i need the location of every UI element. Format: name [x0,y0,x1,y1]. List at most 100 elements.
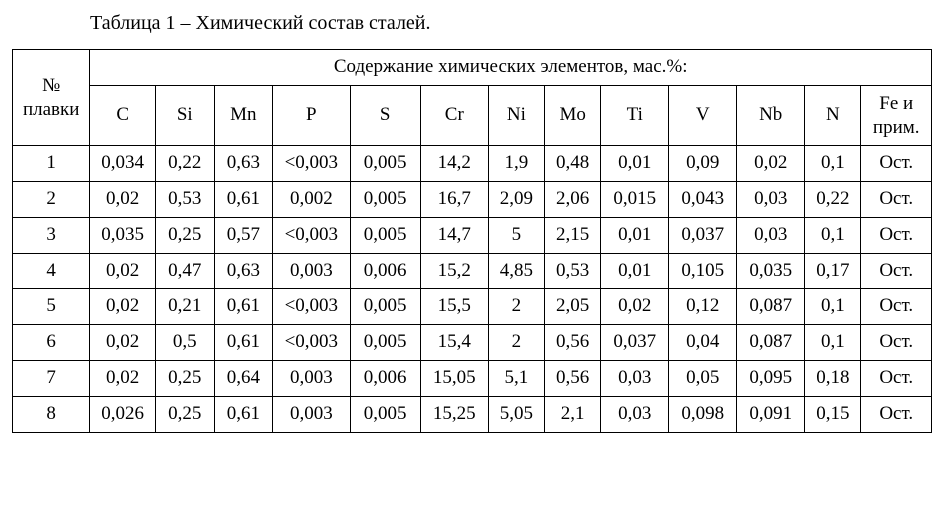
cell-S: 0,005 [350,289,420,325]
cell-S: 0,005 [350,217,420,253]
cell-Ti: 0,037 [601,325,669,361]
cell-Ni: 5 [488,217,544,253]
cell-Nb: 0,03 [737,182,805,218]
spanning-header: Содержание химических элементов, мас.%: [90,50,932,86]
cell-Fe: Ост. [861,146,932,182]
cell-Ti: 0,01 [601,253,669,289]
cell-N: 0,1 [805,289,861,325]
cell-Fe: Ост. [861,361,932,397]
cell-Nb: 0,02 [737,146,805,182]
cell-Ni: 1,9 [488,146,544,182]
cell-P: 0,002 [273,182,350,218]
cell-Ni: 2,09 [488,182,544,218]
cell-V: 0,09 [669,146,737,182]
cell-no: 3 [13,217,90,253]
cell-Fe: Ост. [861,289,932,325]
cell-Mo: 0,56 [545,361,601,397]
cell-S: 0,005 [350,182,420,218]
cell-Mn: 0,61 [214,182,273,218]
cell-Si: 0,22 [155,146,214,182]
cell-Ti: 0,015 [601,182,669,218]
cell-Mo: 0,56 [545,325,601,361]
cell-V: 0,037 [669,217,737,253]
cell-Mn: 0,63 [214,253,273,289]
col-header-C: C [90,85,156,146]
cell-Mo: 0,53 [545,253,601,289]
cell-Nb: 0,035 [737,253,805,289]
cell-V: 0,04 [669,325,737,361]
cell-Cr: 15,2 [420,253,488,289]
cell-Ti: 0,01 [601,217,669,253]
cell-Ni: 4,85 [488,253,544,289]
cell-Cr: 15,4 [420,325,488,361]
cell-S: 0,006 [350,361,420,397]
cell-N: 0,1 [805,217,861,253]
cell-P: <0,003 [273,146,350,182]
cell-Ni: 2 [488,289,544,325]
cell-Nb: 0,03 [737,217,805,253]
cell-C: 0,026 [90,396,156,432]
cell-Ni: 5,05 [488,396,544,432]
table-row: 30,0350,250,57<0,0030,00514,752,150,010,… [13,217,932,253]
cell-Ti: 0,02 [601,289,669,325]
melt-no-line2: плавки [23,99,79,120]
table-body: 10,0340,220,63<0,0030,00514,21,90,480,01… [13,146,932,432]
cell-N: 0,22 [805,182,861,218]
melt-no-line1: № [42,75,60,96]
cell-no: 8 [13,396,90,432]
cell-Nb: 0,087 [737,325,805,361]
cell-P: 0,003 [273,253,350,289]
cell-V: 0,12 [669,289,737,325]
cell-C: 0,02 [90,361,156,397]
cell-N: 0,18 [805,361,861,397]
table-row: 20,020,530,610,0020,00516,72,092,060,015… [13,182,932,218]
cell-Fe: Ост. [861,325,932,361]
cell-S: 0,005 [350,325,420,361]
cell-Cr: 15,05 [420,361,488,397]
col-header-Cr: Cr [420,85,488,146]
cell-Mo: 2,06 [545,182,601,218]
col-header-N: N [805,85,861,146]
cell-C: 0,02 [90,289,156,325]
cell-no: 6 [13,325,90,361]
cell-Mo: 2,15 [545,217,601,253]
cell-N: 0,15 [805,396,861,432]
cell-V: 0,098 [669,396,737,432]
cell-Mn: 0,57 [214,217,273,253]
table-row: 50,020,210,61<0,0030,00515,522,050,020,1… [13,289,932,325]
cell-Cr: 16,7 [420,182,488,218]
cell-C: 0,034 [90,146,156,182]
cell-C: 0,02 [90,253,156,289]
cell-Mo: 2,1 [545,396,601,432]
cell-Mo: 2,05 [545,289,601,325]
cell-Nb: 0,095 [737,361,805,397]
cell-P: <0,003 [273,325,350,361]
cell-N: 0,17 [805,253,861,289]
table-row: 40,020,470,630,0030,00615,24,850,530,010… [13,253,932,289]
cell-no: 2 [13,182,90,218]
cell-Fe: Ост. [861,217,932,253]
chemical-composition-table: № плавки Содержание химических элементов… [12,49,932,433]
cell-C: 0,02 [90,325,156,361]
fe-line2: прим. [873,117,920,138]
cell-Mn: 0,61 [214,396,273,432]
cell-Nb: 0,091 [737,396,805,432]
cell-Si: 0,53 [155,182,214,218]
cell-Ti: 0,03 [601,396,669,432]
cell-Mn: 0,61 [214,289,273,325]
col-header-melt-no: № плавки [13,50,90,146]
col-header-Ni: Ni [488,85,544,146]
cell-C: 0,035 [90,217,156,253]
col-header-V: V [669,85,737,146]
cell-Cr: 14,7 [420,217,488,253]
cell-N: 0,1 [805,325,861,361]
cell-Cr: 15,25 [420,396,488,432]
cell-Si: 0,5 [155,325,214,361]
cell-P: <0,003 [273,217,350,253]
cell-Ti: 0,03 [601,361,669,397]
cell-no: 5 [13,289,90,325]
cell-V: 0,05 [669,361,737,397]
cell-no: 7 [13,361,90,397]
cell-Si: 0,25 [155,217,214,253]
col-header-Mo: Mo [545,85,601,146]
